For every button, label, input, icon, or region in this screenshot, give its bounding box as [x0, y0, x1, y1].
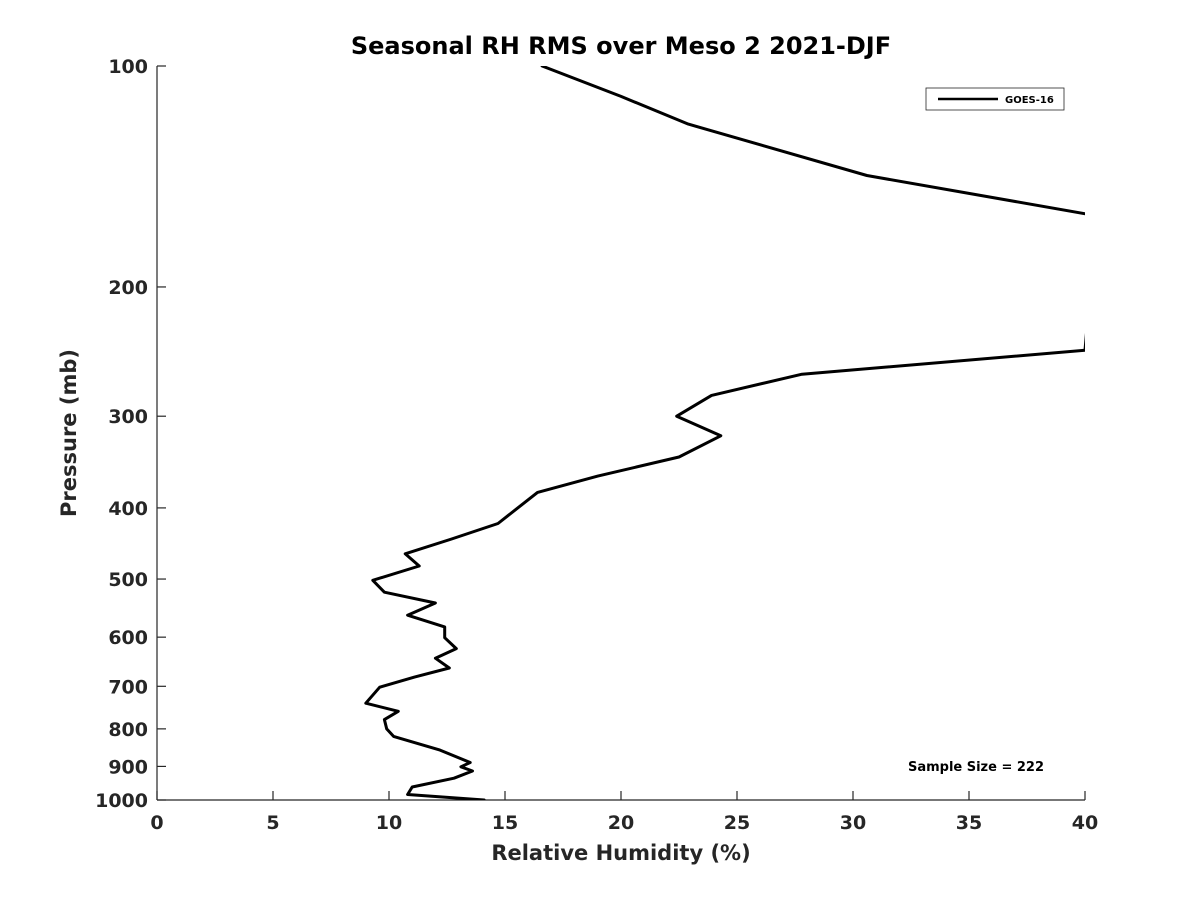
series-line-goes-16 [364, 66, 1085, 800]
y-tick-label: 200 [108, 277, 148, 299]
y-tick-label: 600 [108, 627, 148, 649]
legend: GOES-16 [925, 87, 1065, 111]
x-tick-label: 20 [608, 812, 634, 834]
x-tick-label: 10 [376, 812, 402, 834]
y-tick-label: 500 [108, 569, 148, 591]
y-axis-label: Pressure (mb) [57, 349, 81, 517]
axes [156, 66, 1085, 801]
legend-label-goes-16: GOES-16 [1005, 95, 1054, 106]
x-tick-label: 35 [956, 812, 982, 834]
x-tick-label: 25 [724, 812, 750, 834]
x-tick-label: 15 [492, 812, 518, 834]
y-tick-label: 900 [108, 756, 148, 778]
x-tick-label: 40 [1072, 812, 1098, 834]
y-tick-label: 400 [108, 498, 148, 520]
y-ticks: 100 200 300 400 500 600 700 800 900 1000 [95, 56, 166, 812]
x-tick-label: 30 [840, 812, 866, 834]
y-tick-label: 800 [108, 719, 148, 741]
x-tick-label: 0 [150, 812, 163, 834]
sample-size-annotation: Sample Size = 222 [908, 760, 1044, 775]
x-axis-label: Relative Humidity (%) [491, 841, 750, 865]
y-tick-label: 700 [108, 676, 148, 698]
y-tick-label: 1000 [95, 790, 148, 812]
y-tick-label: 300 [108, 406, 148, 428]
x-ticks: 0 5 10 15 20 25 30 35 40 [150, 791, 1098, 834]
chart-title: Seasonal RH RMS over Meso 2 2021-DJF [351, 32, 891, 60]
series-group [364, 66, 1085, 800]
y-tick-label: 100 [108, 56, 148, 78]
x-tick-label: 5 [266, 812, 279, 834]
